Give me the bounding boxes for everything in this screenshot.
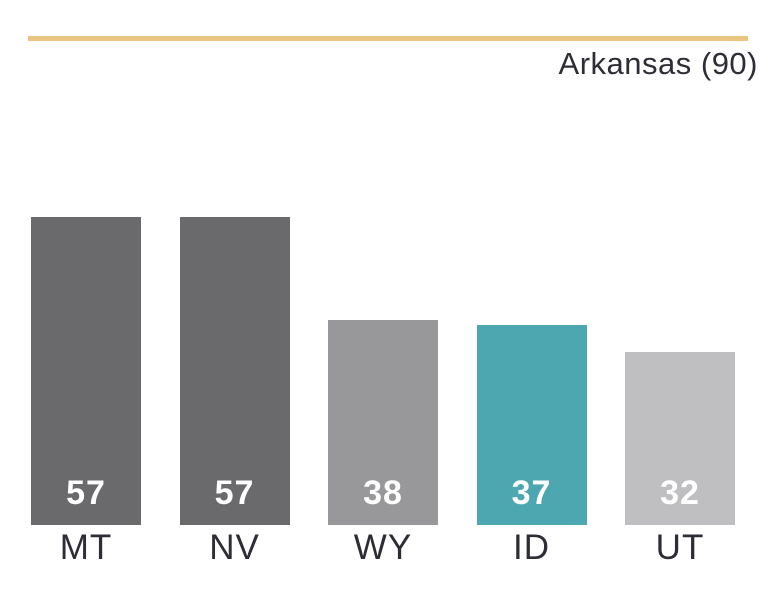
bar-value: 38 xyxy=(363,474,403,512)
bar-value: 32 xyxy=(660,474,700,512)
category-label-id: ID xyxy=(513,528,550,567)
category-label-mt: MT xyxy=(59,528,113,567)
bar-wy: 38 xyxy=(328,320,438,525)
bar-value: 57 xyxy=(66,474,106,512)
category-label-nv: NV xyxy=(209,528,260,567)
category-label-wy: WY xyxy=(353,528,413,567)
bar-ut: 32 xyxy=(625,352,735,525)
chart-title: Arkansas (90) xyxy=(558,46,758,81)
bar-value: 37 xyxy=(511,474,552,512)
bar-id: 37 xyxy=(476,325,587,525)
bar-mt: 57 xyxy=(31,217,141,525)
bar-chart-plot-area: 57 57 38 37 32 xyxy=(31,0,735,525)
category-label-ut: UT xyxy=(655,528,705,567)
bar-value: 57 xyxy=(214,474,255,512)
x-axis-labels: MT NV WY ID UT xyxy=(31,528,735,568)
bar-nv: 57 xyxy=(179,217,290,525)
accent-rule xyxy=(28,36,748,41)
